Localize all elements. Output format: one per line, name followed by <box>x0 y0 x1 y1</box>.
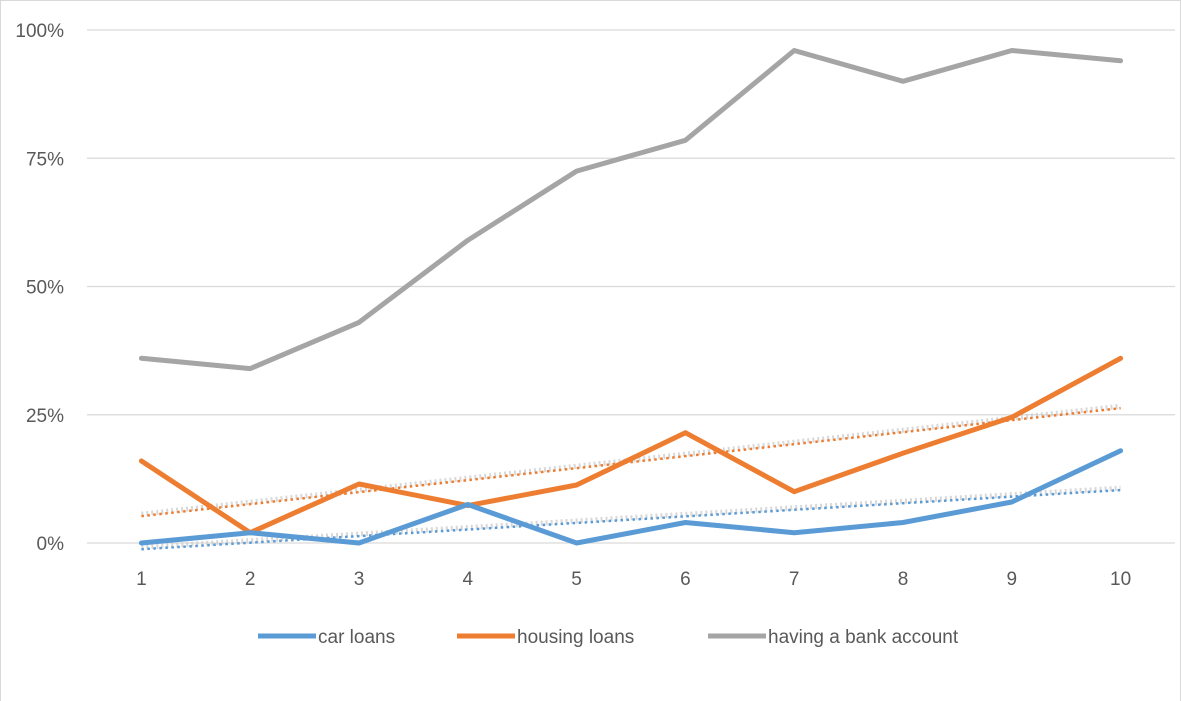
y-tick-label: 25% <box>26 406 64 427</box>
legend-label: housing loans <box>517 627 634 648</box>
series-line-having-a-bank-account <box>138 48 1124 372</box>
x-tick-label: 8 <box>898 569 909 590</box>
x-axis-ticks: 1 2 3 4 5 6 7 8 9 10 <box>136 569 1131 590</box>
x-tick-label: 9 <box>1007 569 1018 590</box>
x-tick-label: 4 <box>463 569 474 590</box>
y-axis-ticks: 0% 25% 50% 75% 100% <box>15 21 64 555</box>
x-tick-label: 7 <box>789 569 800 590</box>
gridlines <box>87 29 1175 544</box>
x-tick-label: 1 <box>136 569 147 590</box>
y-tick-label: 50% <box>26 278 64 299</box>
y-tick-label: 100% <box>15 21 64 42</box>
y-tick-label: 75% <box>26 149 64 170</box>
trendline-shadow <box>141 485 1121 550</box>
x-tick-label: 5 <box>571 569 582 590</box>
x-tick-label: 6 <box>680 569 691 590</box>
legend-label: having a bank account <box>768 627 959 648</box>
y-tick-label: 0% <box>37 534 65 555</box>
series-line-car-loans <box>138 448 1124 546</box>
x-tick-label: 10 <box>1110 569 1131 590</box>
series-line-housing-loans <box>138 355 1124 536</box>
trendline-housing-loans <box>141 406 1121 518</box>
trendline-shadow <box>141 403 1121 517</box>
legend-label: car loans <box>318 627 395 648</box>
legend: car loans housing loans having a bank acco… <box>258 627 959 648</box>
series-lines <box>138 48 1124 546</box>
x-tick-label: 2 <box>245 569 256 590</box>
x-tick-label: 3 <box>354 569 365 590</box>
